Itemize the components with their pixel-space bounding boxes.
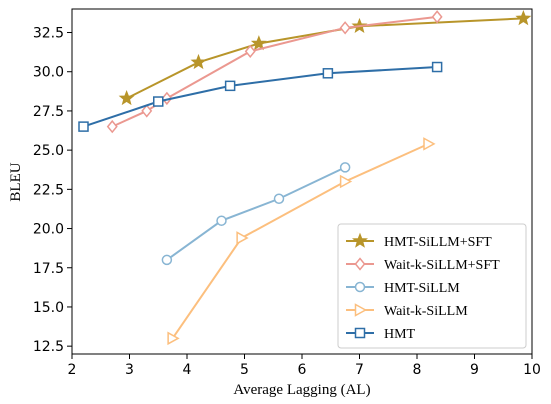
data-point [339, 174, 353, 189]
series-line [166, 166, 346, 261]
y-tick-label: 27.5 [33, 104, 64, 120]
data-point [322, 68, 334, 79]
series-line [171, 142, 429, 339]
data-point [339, 21, 351, 35]
y-tick-label: 17.5 [33, 261, 64, 277]
legend-item: HMT-SiLLM [346, 281, 460, 296]
legend-marker [354, 281, 366, 293]
series-line [83, 66, 438, 128]
x-tick-label: 8 [413, 362, 422, 378]
data-point [515, 10, 532, 26]
data-point [273, 193, 285, 204]
y-tick-label: 15.0 [33, 300, 64, 316]
x-axis-label: Average Lagging (AL) [233, 382, 370, 398]
y-tick-label: 25.0 [33, 143, 64, 159]
data-point [339, 162, 351, 173]
x-tick-label: 9 [470, 362, 479, 378]
y-tick-label: 32.5 [33, 26, 64, 42]
legend-marker [354, 257, 366, 271]
legend: HMT-SiLLM+SFT Wait-k-SiLLM+SFT HMT-SiLLM Wa… [337, 223, 527, 349]
legend-marker [354, 327, 366, 339]
x-tick-label: 5 [240, 362, 249, 378]
data-point [244, 44, 256, 59]
data-point [78, 121, 89, 132]
legend-marker [354, 303, 368, 317]
data-point [118, 90, 135, 106]
data-point [224, 80, 236, 92]
legend-label: Wait-k-SiLLM+SFT [384, 258, 500, 273]
data-point [161, 254, 173, 266]
x-axis-ticks: 2 3 4 5 6 7 8 9 10 [68, 354, 541, 378]
data-point [153, 96, 164, 107]
data-point [236, 231, 249, 245]
x-tick-label: 7 [355, 362, 364, 378]
y-axis-label: BLEU [8, 162, 24, 201]
series-3 [167, 137, 436, 346]
data-point [190, 53, 207, 70]
legend-marker [352, 232, 368, 248]
data-point [106, 119, 118, 134]
series-2 [161, 162, 351, 266]
data-point [216, 215, 227, 226]
y-tick-label: 30.0 [33, 65, 64, 81]
legend-label: HMT-SiLLM+SFT [384, 235, 492, 250]
series-layer [78, 10, 532, 346]
data-point [141, 104, 153, 118]
y-tick-label: 22.5 [33, 182, 64, 198]
series-line [111, 15, 438, 128]
x-tick-label: 6 [298, 362, 307, 378]
legend-box [337, 223, 527, 349]
legend-item: HMT-SiLLM+SFT [346, 232, 492, 250]
legend-item: Wait-k-SiLLM+SFT [346, 257, 500, 273]
legend-label: HMT-SiLLM [384, 281, 460, 296]
x-tick-label: 3 [125, 362, 134, 378]
legend-label: HMT [384, 327, 416, 342]
data-point [167, 331, 180, 346]
x-tick-label: 2 [68, 362, 77, 378]
legend-item: Wait-k-SiLLM [346, 303, 468, 319]
data-point [423, 137, 436, 151]
y-tick-label: 20.0 [33, 222, 64, 238]
data-point [250, 35, 267, 51]
x-tick-label: 4 [183, 362, 192, 378]
data-point [431, 61, 443, 73]
y-axis-ticks: 12.5 15.0 17.5 20.0 22.5 25.0 27.5 30.0 32.5 [33, 26, 72, 355]
series-1 [106, 10, 443, 134]
data-point [431, 10, 443, 24]
series-4 [78, 61, 443, 132]
legend-item: HMT [346, 327, 416, 342]
y-tick-label: 12.5 [33, 339, 64, 355]
legend-label: Wait-k-SiLLM [384, 304, 468, 319]
x-tick-label: 10 [523, 362, 541, 378]
